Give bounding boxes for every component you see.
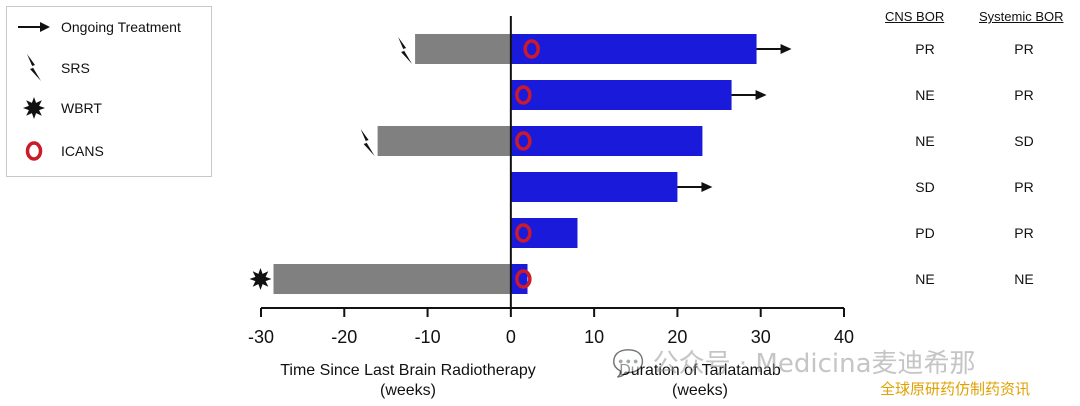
icans-marker bbox=[515, 85, 532, 105]
bars-layer bbox=[273, 34, 757, 294]
radiotherapy-bar bbox=[377, 126, 511, 156]
systemic-bor-cell: SD bbox=[1014, 133, 1034, 149]
srs-marker bbox=[360, 129, 375, 156]
tarlatamab-bar bbox=[510, 80, 732, 110]
legend-item-ongoing: Ongoing Treatment bbox=[7, 19, 181, 35]
legend-label: Ongoing Treatment bbox=[61, 19, 181, 35]
tarlatamab-bar bbox=[510, 34, 757, 64]
cns-bor-cell: PD bbox=[915, 225, 935, 241]
legend-label: WBRT bbox=[61, 100, 102, 116]
icans-marker bbox=[515, 269, 532, 289]
systemic-bor-cell: NE bbox=[1014, 271, 1034, 287]
legend-label: ICANS bbox=[61, 143, 104, 159]
watermark-subtext: 全球原研药仿制药资讯 bbox=[880, 380, 1031, 398]
left-axis-title-line2: (weeks) bbox=[379, 382, 436, 399]
lightning-bolt-icon bbox=[7, 53, 61, 83]
radiotherapy-bar bbox=[415, 34, 511, 64]
icans-marker bbox=[523, 39, 540, 59]
right-axis-title-line1: Duration of Tarlatamab bbox=[619, 362, 781, 379]
x-tick-label: 40 bbox=[834, 327, 854, 347]
systemic-bor-cell: PR bbox=[1014, 225, 1034, 241]
tarlatamab-bar bbox=[510, 126, 703, 156]
x-tick-label: 20 bbox=[667, 327, 687, 347]
x-tick-label: 10 bbox=[584, 327, 604, 347]
ongoing-arrow-head bbox=[780, 44, 792, 54]
watermark: 💬 公众号 · Medicina麦迪希那 bbox=[612, 349, 976, 379]
tarlatamab-bar bbox=[510, 218, 578, 248]
legend-item-icans: ICANS bbox=[7, 139, 104, 163]
x-tick-label: -30 bbox=[248, 327, 274, 347]
legend-label: SRS bbox=[61, 60, 90, 76]
cns-bor-cell: NE bbox=[915, 133, 935, 149]
axes-layer: -30 -20 -10 0 10 20 30 40 bbox=[248, 16, 854, 347]
starburst-icon bbox=[7, 96, 61, 120]
x-tick-label: -20 bbox=[331, 327, 357, 347]
cns-bor-cell: SD bbox=[915, 179, 935, 195]
srs-marker bbox=[398, 37, 413, 64]
red-ring-icon bbox=[7, 139, 61, 163]
systemic-bor-cell: PR bbox=[1014, 41, 1034, 57]
ongoing-arrow-head bbox=[755, 90, 767, 100]
systemic-bor-cell: PR bbox=[1014, 87, 1034, 103]
tarlatamab-bar bbox=[510, 172, 678, 202]
right-axis-title: Duration of Tarlatamab (weeks) bbox=[595, 361, 805, 401]
x-tick-label: -10 bbox=[415, 327, 441, 347]
cns-bor-cell: NE bbox=[915, 87, 935, 103]
legend-item-wbrt: WBRT bbox=[7, 96, 102, 120]
radiotherapy-bar bbox=[273, 264, 511, 294]
arrow-right-icon bbox=[7, 21, 61, 33]
legend-item-srs: SRS bbox=[7, 53, 90, 83]
icans-marker bbox=[515, 223, 532, 243]
systemic-bor-header: Systemic BOR bbox=[979, 9, 1064, 24]
ongoing-arrow-head bbox=[701, 182, 713, 192]
cns-bor-cell: PR bbox=[915, 41, 935, 57]
icans-marker bbox=[515, 131, 532, 151]
left-axis-title: Time Since Last Brain Radiotherapy (week… bbox=[258, 361, 558, 401]
markers-layer bbox=[249, 37, 792, 290]
x-tick-label: 0 bbox=[506, 327, 516, 347]
systemic-bor-cell: PR bbox=[1014, 179, 1034, 195]
wbrt-marker bbox=[249, 268, 272, 290]
tarlatamab-bar bbox=[510, 264, 528, 294]
right-axis-title-line2: (weeks) bbox=[671, 382, 728, 399]
left-axis-title-line1: Time Since Last Brain Radiotherapy bbox=[280, 362, 536, 379]
cns-bor-header: CNS BOR bbox=[885, 9, 945, 24]
x-tick-label: 30 bbox=[751, 327, 771, 347]
cns-bor-cell: NE bbox=[915, 271, 935, 287]
legend: Ongoing Treatment SRS WBRT ICANS bbox=[6, 6, 212, 177]
